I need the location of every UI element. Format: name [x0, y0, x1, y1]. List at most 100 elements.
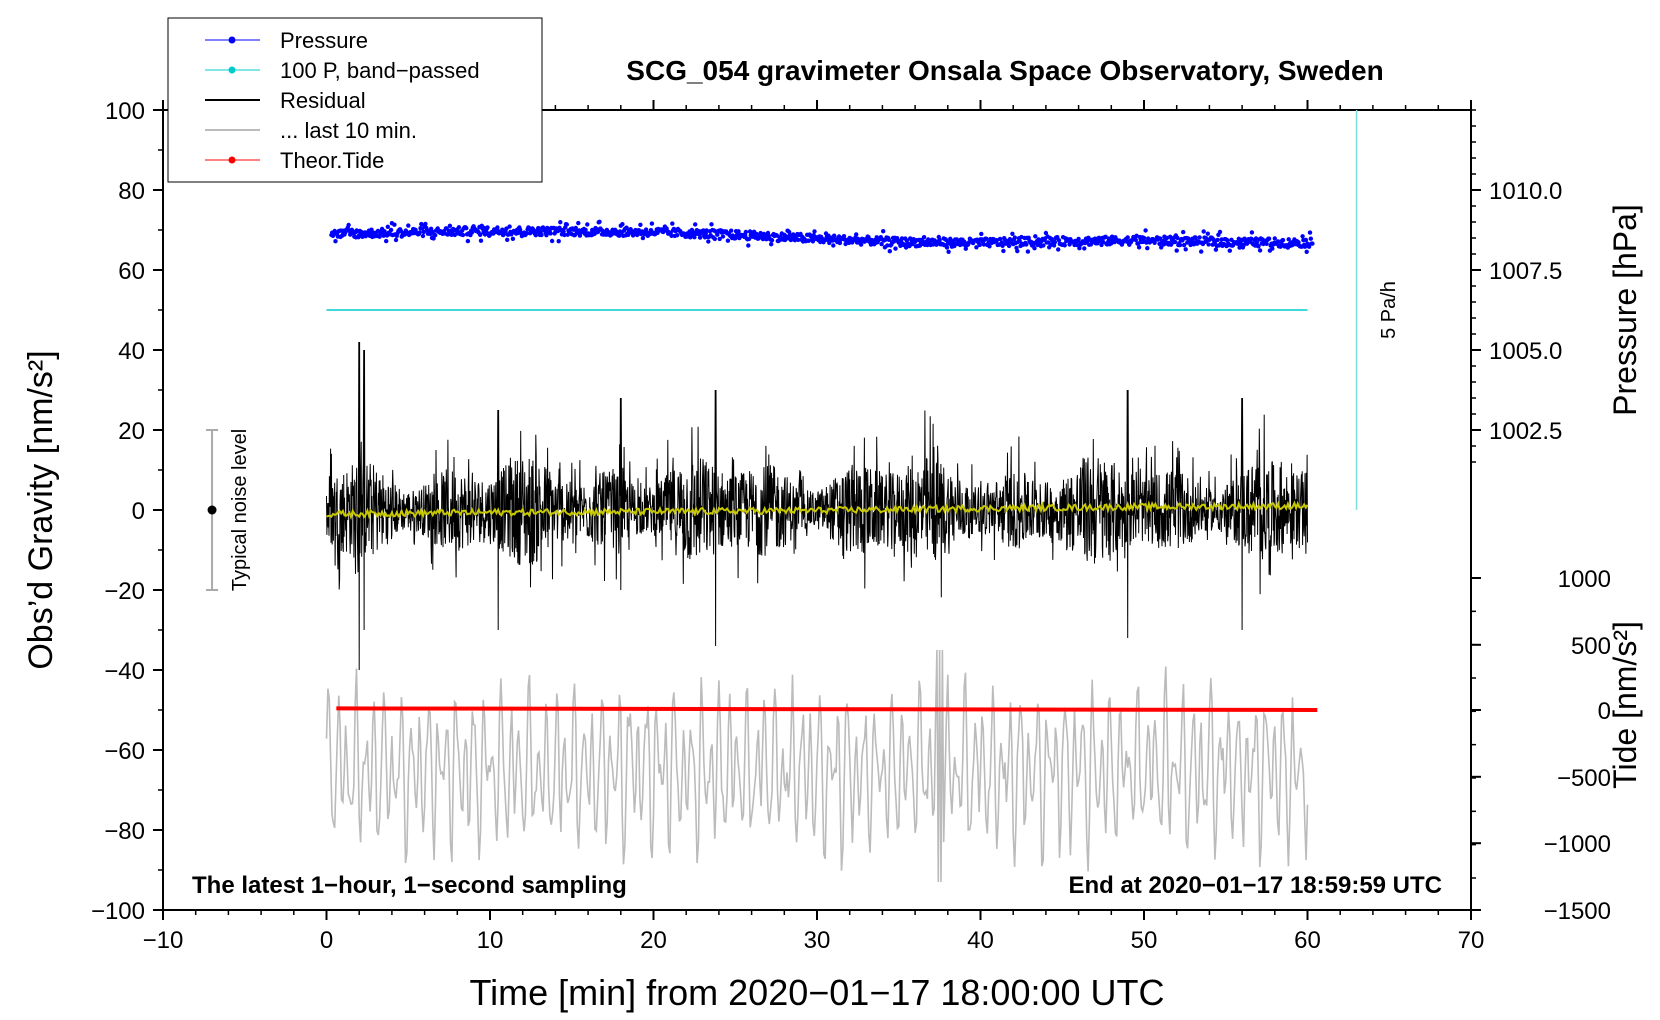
series-pressure-point: [837, 240, 843, 246]
series-pressure-point: [725, 238, 731, 243]
series-pressure-point: [583, 227, 588, 233]
series-pressure-point: [670, 221, 675, 226]
series-pressure-point: [515, 230, 520, 236]
series-pressure-point: [712, 236, 717, 242]
series-pressure-point: [1253, 236, 1259, 241]
series-pressure-point: [812, 229, 817, 234]
series-pressure-point: [535, 229, 540, 235]
series-pressure-point: [746, 243, 751, 248]
series-pressure-point: [649, 221, 655, 226]
series-pressure-point: [564, 222, 569, 227]
x-tick-label: 10: [477, 927, 504, 954]
series-pressure-point: [921, 235, 927, 240]
series-pressure-point: [760, 236, 766, 242]
pressure-tick-label: 1002.5: [1489, 418, 1562, 445]
series-pressure-point: [1076, 236, 1081, 242]
annotation-end-time: End at 2020−01−17 18:59:59 UTC: [1068, 872, 1442, 899]
series-pressure-point: [558, 220, 563, 225]
series-pressure-point: [746, 236, 752, 242]
series-pressure-point: [697, 235, 703, 240]
series-pressure-point: [539, 232, 544, 238]
series-pressure-point: [585, 222, 590, 227]
series-pressure-point: [715, 232, 720, 237]
series-pressure-point: [469, 230, 475, 235]
tide-tick-label: 1000: [1558, 566, 1611, 593]
series-pressure-point: [1015, 248, 1020, 254]
series-pressure-point: [1215, 237, 1220, 243]
series-pressure-point: [754, 231, 759, 237]
series-pressure-point: [1010, 231, 1015, 236]
series-pressure-point: [709, 222, 714, 227]
x-tick-label: 0: [320, 927, 333, 954]
series-pressure-point: [720, 234, 726, 239]
series-pressure-point: [1256, 244, 1261, 249]
series-pressure-point: [420, 233, 426, 239]
series-pressure-point: [1041, 243, 1046, 248]
series-pressure-point: [464, 226, 469, 231]
x-tick-label: 70: [1458, 927, 1485, 954]
series-pressure-point: [428, 226, 434, 231]
series-pressure-point: [899, 236, 905, 241]
legend-label-residual: Residual: [280, 88, 366, 113]
series-pressure-point: [841, 234, 847, 239]
series-pressure-point: [1133, 237, 1139, 243]
series-pressure-point: [388, 227, 394, 233]
series-pressure-point: [1172, 239, 1178, 245]
series-pressure-point: [549, 238, 555, 244]
pressure-tick-label: 1005.0: [1489, 338, 1562, 365]
series-pressure-point: [465, 238, 471, 244]
y-axis-label-pressure: Pressure [hPa]: [1607, 204, 1643, 416]
legend-marker-bandpassed: [228, 66, 236, 74]
series-pressure-point: [1100, 239, 1106, 245]
series-pressure-point: [1012, 235, 1017, 240]
series-pressure-point: [692, 235, 697, 240]
series-pressure-point: [1206, 242, 1211, 247]
series-pressure-point: [1024, 242, 1029, 247]
series-pressure-point: [1272, 236, 1278, 241]
series-pressure-point: [1205, 231, 1211, 236]
annotation-sampling: The latest 1−hour, 1−second sampling: [192, 872, 627, 899]
series-pressure-point: [1183, 247, 1188, 252]
series-pressure-point: [879, 241, 884, 247]
series-pressure-point: [421, 229, 426, 235]
series-pressure-point: [1125, 235, 1130, 240]
series-pressure-point: [1025, 249, 1031, 254]
series-pressure-point: [1270, 246, 1275, 251]
series-pressure-point: [626, 232, 631, 237]
series-pressure-point: [979, 231, 984, 237]
series-pressure-point: [495, 225, 500, 230]
series-pressure-point: [1143, 228, 1148, 233]
series-pressure-point: [987, 244, 992, 249]
series-residual-smoothed-line: [326, 500, 1309, 521]
series-pressure-point: [447, 223, 453, 228]
y-tick-label: −100: [91, 898, 145, 925]
series-pressure-point: [556, 239, 561, 244]
series-layer: [325, 219, 1318, 883]
series-pressure-point: [643, 227, 649, 232]
series-pressure-point: [1062, 243, 1067, 248]
series-pressure-point: [460, 232, 466, 238]
series-pressure-point: [974, 245, 979, 250]
y-tick-label: 40: [118, 338, 145, 365]
series-pressure-point: [893, 246, 898, 251]
x-tick-label: 50: [1131, 927, 1158, 954]
series-pressure-point: [1219, 237, 1224, 242]
series-pressure-point: [977, 242, 982, 248]
tide-tick-label: −1000: [1544, 831, 1611, 858]
series-pressure-point: [1249, 230, 1255, 235]
series-pressure-point: [1056, 247, 1061, 252]
pressure-tick-label: 1010.0: [1489, 178, 1562, 205]
series-pressure-point: [527, 225, 532, 231]
series-residual-line: [326, 341, 1308, 671]
series-pressure-point: [675, 233, 680, 238]
series-pressure-point: [1275, 239, 1281, 244]
series-pressure-point: [1304, 249, 1309, 254]
series-pressure-point: [1306, 244, 1312, 249]
series-pressure-point: [1033, 234, 1038, 239]
x-axis-label: Time [min] from 2020−01−17 18:00:00 UTC: [469, 972, 1164, 1013]
series-pressure-point: [1077, 246, 1082, 251]
series-pressure-point: [1296, 240, 1301, 245]
y-tick-label: −80: [104, 818, 145, 845]
y-tick-label: 80: [118, 178, 145, 205]
